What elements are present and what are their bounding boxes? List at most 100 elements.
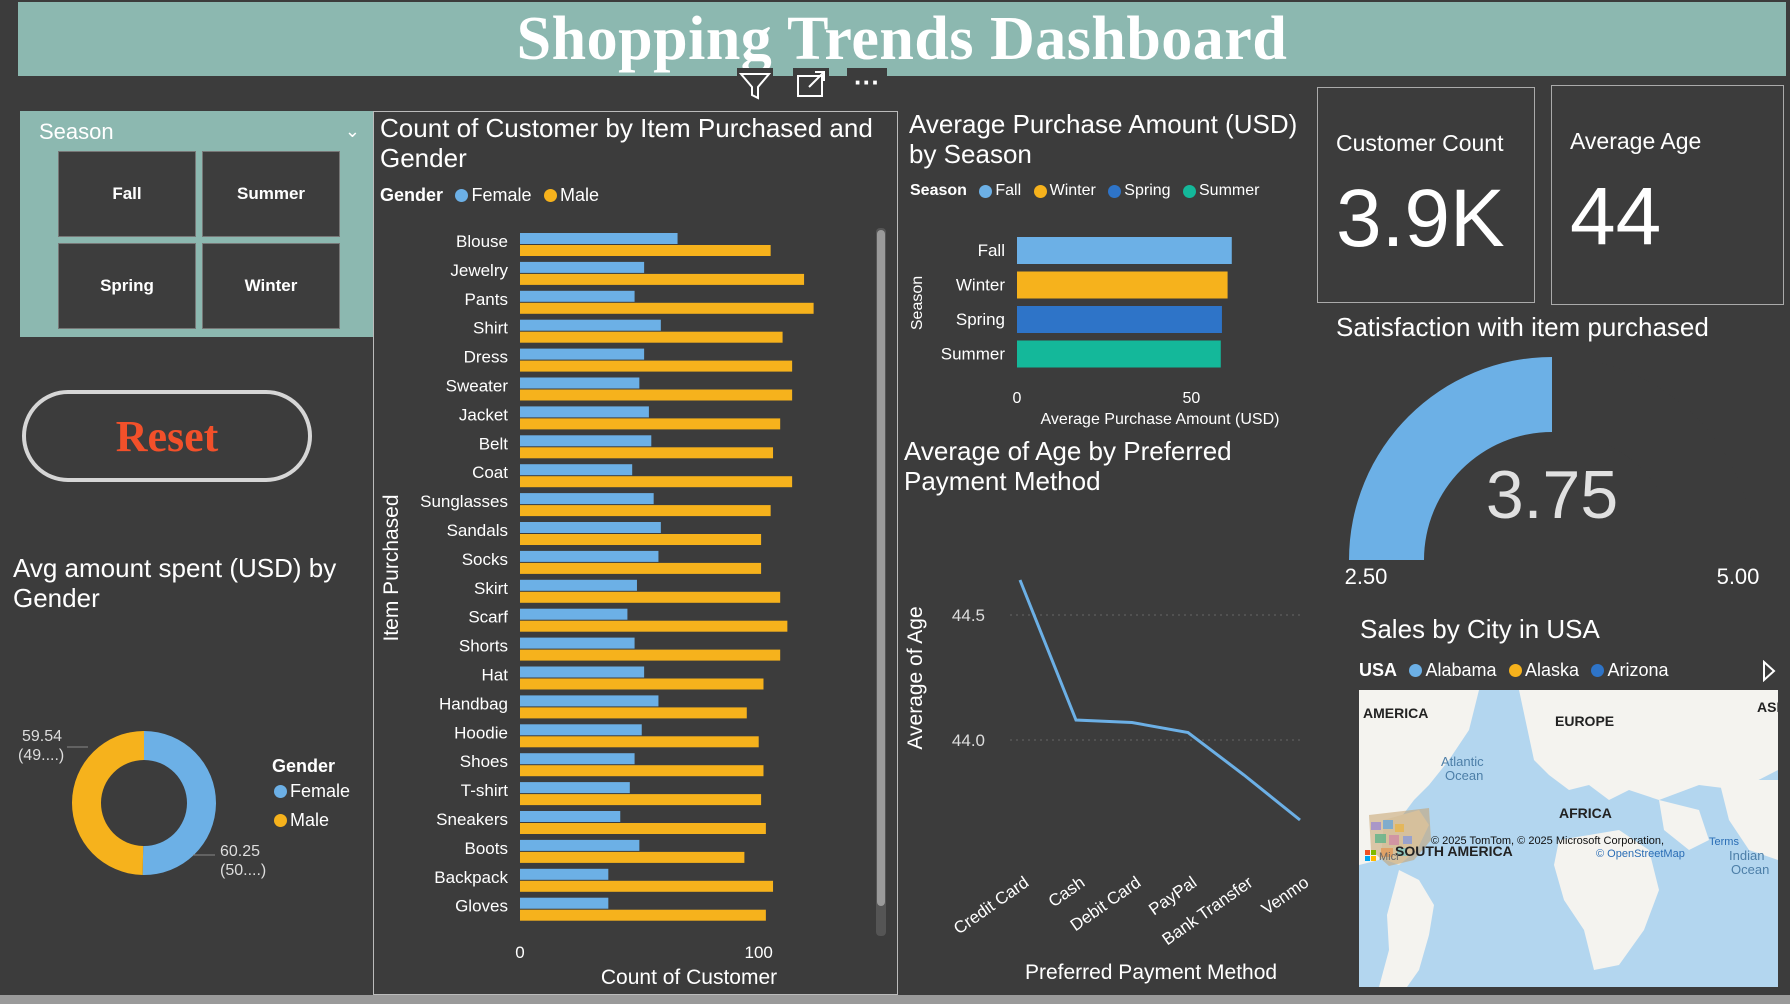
bar-male[interactable] xyxy=(520,360,793,372)
donut-label-male-pct: (49....) xyxy=(18,747,64,764)
map-osm-link[interactable]: © OpenStreetMap xyxy=(1596,848,1685,860)
bar-female[interactable] xyxy=(520,233,678,244)
season-option-spring[interactable]: Spring xyxy=(58,243,196,329)
scrollbar-thumb[interactable] xyxy=(877,230,885,906)
season-slicer: Season ⌄ Fall Summer Spring Winter xyxy=(20,111,374,337)
reset-button[interactable]: Reset xyxy=(22,390,312,482)
bar-female[interactable] xyxy=(520,811,621,822)
item-tick-label: Jewelry xyxy=(450,261,508,280)
bar-female[interactable] xyxy=(520,435,652,447)
bar-male[interactable] xyxy=(520,302,814,314)
season-option-summer[interactable]: Summer xyxy=(202,151,340,237)
bar-male[interactable] xyxy=(520,909,766,921)
bar-male[interactable] xyxy=(520,245,771,256)
bar-female[interactable] xyxy=(520,608,628,620)
legend-dot-spring xyxy=(1108,184,1122,198)
season-option-winter[interactable]: Winter xyxy=(202,243,340,329)
slicer-title: Season xyxy=(39,119,114,144)
map-legend: USA Alabama Alaska Arizona xyxy=(1359,660,1668,681)
legend-label-female: Female xyxy=(471,185,532,205)
bar-male[interactable] xyxy=(520,562,762,574)
season-bar[interactable] xyxy=(1017,340,1221,368)
bar-male[interactable] xyxy=(520,823,766,834)
legend-next-icon[interactable] xyxy=(1762,659,1776,683)
season-tick-label: Fall xyxy=(978,241,1005,260)
bar-female[interactable] xyxy=(520,406,649,418)
season-x-tick: 50 xyxy=(1183,390,1201,407)
item-chart-scrollbar[interactable] xyxy=(876,228,886,936)
bar-female[interactable] xyxy=(520,782,630,794)
bar-male[interactable] xyxy=(520,620,788,632)
season-bar-chart: Fall Winter Spring Summer 0 50 Average Purchas… xyxy=(909,237,1279,428)
bar-female[interactable] xyxy=(520,290,635,302)
map-terms-link[interactable]: Terms xyxy=(1709,836,1739,848)
donut-slice-male[interactable] xyxy=(71,731,144,875)
bar-female[interactable] xyxy=(520,724,642,736)
bar-female[interactable] xyxy=(520,897,609,909)
more-options-icon[interactable]: ··· xyxy=(847,68,887,102)
season-bar[interactable] xyxy=(1017,306,1222,333)
map-title: Sales by City in USA xyxy=(1360,614,1600,644)
item-tick-label: Shirt xyxy=(473,319,508,338)
bar-male[interactable] xyxy=(520,505,771,517)
season-chart-legend: Season Fall Winter Spring Summer xyxy=(910,182,1259,200)
bar-female[interactable] xyxy=(520,666,645,678)
bar-male[interactable] xyxy=(520,476,793,488)
bar-female[interactable] xyxy=(520,695,659,707)
bar-female[interactable] xyxy=(520,868,609,880)
bar-female[interactable] xyxy=(520,377,640,389)
bar-male[interactable] xyxy=(520,534,762,545)
bar-male[interactable] xyxy=(520,591,781,603)
gauge-min: 2.50 xyxy=(1345,564,1388,589)
bar-male[interactable] xyxy=(520,273,805,285)
customer-count-card: Customer Count 3.9K xyxy=(1317,87,1535,303)
bar-male[interactable] xyxy=(520,649,781,661)
item-tick-label: Pants xyxy=(465,290,508,309)
bar-male[interactable] xyxy=(520,765,764,777)
map-svg: AMERICA EUROPE ASI Atlantic Ocean AFRICA… xyxy=(1359,690,1778,987)
gauge-value: 3.75 xyxy=(1486,457,1618,533)
bar-male[interactable] xyxy=(520,418,781,430)
item-x-tick: 0 xyxy=(515,943,524,962)
item-tick-label: Backpack xyxy=(434,868,508,887)
focus-mode-icon[interactable] xyxy=(793,68,829,102)
season-bar[interactable] xyxy=(1017,237,1232,264)
legend-dot-summer xyxy=(1183,184,1196,198)
bar-male[interactable] xyxy=(520,736,759,748)
item-chart-legend: Gender Female Male xyxy=(380,185,599,206)
bar-male[interactable] xyxy=(520,678,764,690)
gender-donut-svg: 59.54 (49....) 60.25 (50....) xyxy=(18,728,266,879)
chevron-down-icon[interactable]: ⌄ xyxy=(344,121,360,141)
bar-female[interactable] xyxy=(520,493,654,505)
age-line[interactable] xyxy=(1018,579,1301,822)
bar-male[interactable] xyxy=(520,794,762,806)
bar-female[interactable] xyxy=(520,261,645,273)
bar-male[interactable] xyxy=(520,707,747,719)
gauge-fill xyxy=(1349,357,1552,560)
map-label-america: AMERICA xyxy=(1363,705,1428,721)
bar-male[interactable] xyxy=(520,389,793,401)
bar-male[interactable] xyxy=(520,851,745,863)
bar-female[interactable] xyxy=(520,637,635,649)
filter-icon[interactable] xyxy=(737,68,773,102)
map-view[interactable]: AMERICA EUROPE ASI Atlantic Ocean AFRICA… xyxy=(1359,690,1778,987)
season-tick-label: Spring xyxy=(956,310,1005,329)
bar-female[interactable] xyxy=(520,464,633,476)
bar-male[interactable] xyxy=(520,880,774,892)
title-banner: Shopping Trends Dashboard xyxy=(18,2,1786,76)
bar-male[interactable] xyxy=(520,447,774,459)
bar-female[interactable] xyxy=(520,319,661,331)
bar-female[interactable] xyxy=(520,550,659,562)
bar-female[interactable] xyxy=(520,839,640,851)
bar-male[interactable] xyxy=(520,331,783,343)
legend-dot-winter xyxy=(1033,184,1047,198)
item-chart-panel xyxy=(373,111,898,995)
season-bar[interactable] xyxy=(1017,271,1228,299)
bar-female[interactable] xyxy=(520,348,645,360)
donut-slice-female[interactable] xyxy=(142,731,216,875)
bar-female[interactable] xyxy=(520,579,637,591)
bar-female[interactable] xyxy=(520,522,661,533)
item-tick-label: Shorts xyxy=(459,637,508,656)
bar-female[interactable] xyxy=(520,753,635,765)
season-option-fall[interactable]: Fall xyxy=(58,151,196,237)
